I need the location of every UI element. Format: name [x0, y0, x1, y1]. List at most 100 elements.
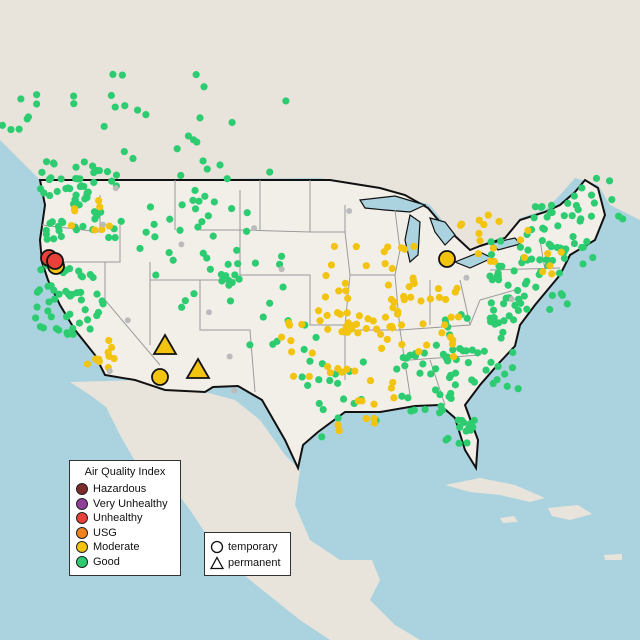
monitor-dot — [536, 256, 544, 264]
monitor-dot — [191, 205, 200, 213]
monitor-dot — [434, 285, 443, 293]
monitor-dot — [351, 367, 359, 375]
monitor-dot — [401, 362, 409, 370]
monitor-dot — [151, 233, 159, 241]
monitor-dot — [77, 296, 85, 304]
monitor-dot — [393, 365, 401, 373]
monitor-dot — [86, 325, 94, 333]
monitor-dot — [79, 222, 87, 231]
monitor-dot — [259, 313, 267, 321]
monitor-dot — [190, 290, 198, 298]
monitor-dot — [80, 158, 88, 166]
legend-item-usg: USG — [76, 526, 174, 541]
very-unhealthy-swatch — [76, 497, 88, 510]
monitor-dot — [449, 353, 458, 361]
aqi-legend: Air Quality Index Hazardous Very Unhealt… — [69, 460, 181, 576]
monitor-dot — [42, 158, 51, 166]
monitor-dot — [298, 373, 306, 381]
monitor-dot — [203, 165, 211, 173]
monitor-dot — [480, 220, 488, 229]
monitor-dot — [105, 233, 113, 242]
monitor-dot — [419, 360, 427, 368]
monitor-dot — [389, 304, 397, 312]
monitor-dot — [509, 316, 518, 324]
monitor-dot — [521, 280, 530, 288]
monitor-dot — [233, 246, 241, 254]
monitor-dot — [54, 222, 62, 231]
monitor-dot — [70, 92, 78, 100]
monitor-dot — [66, 292, 74, 300]
monitor-dot — [530, 214, 538, 222]
monitor-dot — [454, 313, 463, 321]
monitor-dot — [334, 414, 342, 422]
monitor-dot — [150, 220, 158, 228]
monitor-dot — [342, 287, 350, 295]
monitor-dot — [50, 286, 58, 294]
monitor-dot — [33, 91, 41, 99]
monitor-dot — [362, 262, 370, 270]
legend-label: Good — [93, 555, 120, 568]
monitor-dot — [578, 184, 586, 192]
monitor-dot — [266, 299, 274, 307]
monitor-dot — [251, 225, 258, 232]
monitor-dot — [403, 354, 411, 362]
monitor-dot — [354, 329, 362, 337]
monitor-dot — [275, 260, 284, 268]
monitor-dot — [98, 297, 106, 305]
monitor-dot — [454, 416, 462, 424]
legend-label: Unhealthy — [93, 512, 143, 525]
monitor-dot — [45, 298, 53, 306]
monitor-dot — [384, 281, 393, 289]
monitor-dot — [520, 292, 528, 300]
monitor-dot — [112, 171, 121, 179]
monitor-dot — [381, 313, 390, 321]
monitor-dot — [493, 272, 501, 280]
monitor-dot — [234, 260, 242, 268]
legend-label: permanent — [228, 557, 281, 569]
monitor-dot — [231, 387, 238, 394]
monitor-dot — [57, 232, 65, 241]
monitor-dot — [543, 255, 551, 264]
monitor-dot — [438, 406, 446, 414]
monitor-dot — [66, 310, 74, 318]
monitor-dot — [334, 379, 342, 387]
monitor-dot — [330, 242, 339, 251]
monitor-dot — [199, 249, 207, 257]
monitor-dot — [336, 310, 344, 318]
monitor-dot — [67, 221, 76, 230]
monitor-dot — [90, 178, 98, 187]
monitor-dot — [369, 317, 377, 325]
monitor-dot — [487, 358, 495, 366]
monitor-dot — [484, 211, 492, 219]
monitor-dot — [388, 324, 397, 332]
legend-item-hazardous: Hazardous — [76, 482, 174, 497]
monitor-dot — [83, 316, 92, 324]
monitor-dot — [57, 175, 65, 183]
monitor-dot — [495, 217, 503, 226]
monitor-dot — [572, 201, 580, 210]
monitor-dot — [93, 290, 101, 298]
puerto-rico — [604, 554, 622, 560]
monitor-dot — [108, 177, 116, 185]
monitor-dot — [83, 193, 91, 202]
monitor-dot — [226, 297, 235, 305]
monitor-dot — [210, 198, 218, 206]
monitor-dot — [419, 320, 427, 328]
monitor-dot — [31, 314, 40, 322]
monitor-dot — [410, 242, 418, 251]
monitor-dot — [319, 405, 327, 414]
monitor-dot — [569, 233, 577, 241]
temporary-monitor-marker — [438, 250, 456, 268]
monitor-dot — [112, 185, 119, 192]
monitor-dot — [527, 255, 536, 263]
monitor-dot — [538, 237, 546, 245]
monitor-dot — [470, 416, 478, 424]
monitor-dot — [576, 217, 584, 225]
us-landmass — [38, 178, 607, 472]
monitor-dot — [410, 406, 418, 414]
monitor-dot — [504, 281, 512, 289]
monitor-dot — [38, 168, 46, 176]
monitor-dot — [436, 391, 444, 399]
monitor-dot — [463, 274, 470, 281]
monitor-dot — [47, 313, 55, 321]
